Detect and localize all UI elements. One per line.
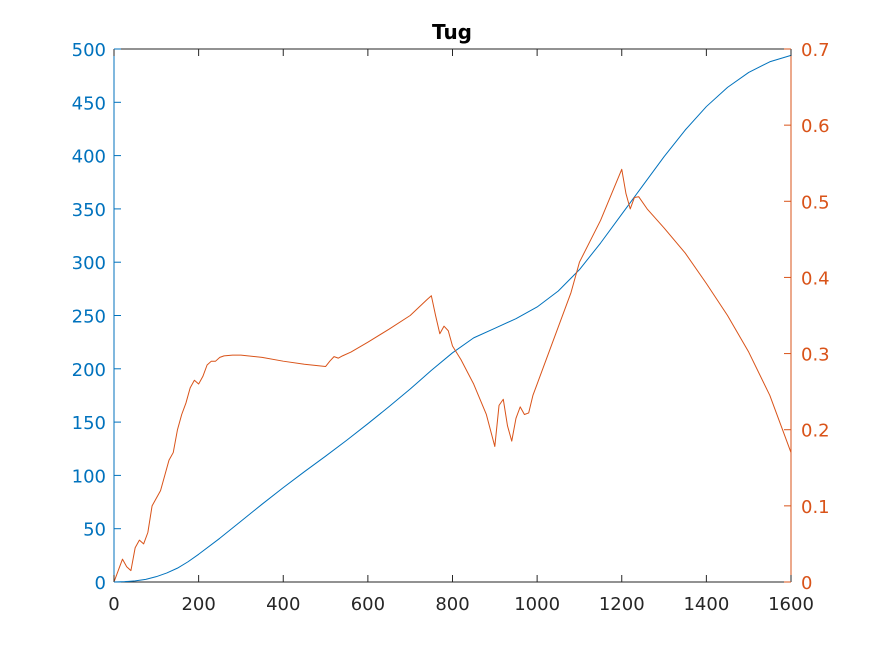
right-y-axis: 0 0.1 0.2 0.3 0.4 0.5 0.6 0.7 xyxy=(784,40,830,594)
right-y-tick-label: 0.6 xyxy=(801,116,830,137)
right-y-tick-label: 0 xyxy=(801,573,812,594)
x-tick-label: 600 xyxy=(351,594,385,615)
right-y-tick-label: 0.4 xyxy=(801,268,830,289)
left-y-tick-label: 450 xyxy=(72,93,106,114)
x-tick-label: 1400 xyxy=(683,594,729,615)
right-y-tick-label: 0.7 xyxy=(801,40,830,61)
left-y-axis: 0 50 100 150 200 250 300 350 400 450 500 xyxy=(72,40,121,594)
right-y-tick-label: 0.5 xyxy=(801,192,830,213)
left-y-tick-label: 50 xyxy=(83,520,106,541)
left-y-tick-label: 100 xyxy=(72,466,106,487)
left-y-tick-label: 150 xyxy=(72,413,106,434)
x-tick-label: 400 xyxy=(266,594,300,615)
right-y-tick-label: 0.3 xyxy=(801,345,830,366)
x-tick-label: 200 xyxy=(181,594,215,615)
x-tick-label: 1600 xyxy=(768,594,814,615)
series-line-right xyxy=(113,168,792,583)
plot-area xyxy=(113,48,792,583)
left-y-tick-label: 250 xyxy=(72,307,106,328)
x-tick-label: 1200 xyxy=(599,594,645,615)
chart-title: Tug xyxy=(432,20,472,44)
x-tick-label: 1000 xyxy=(514,594,560,615)
x-tick-label: 0 xyxy=(108,594,119,615)
left-y-tick-label: 0 xyxy=(95,573,106,594)
right-y-tick-label: 0.1 xyxy=(801,497,830,518)
right-y-tick-label: 0.2 xyxy=(801,421,830,442)
x-tick-label: 800 xyxy=(435,594,469,615)
left-y-tick-label: 350 xyxy=(72,200,106,221)
left-y-tick-label: 500 xyxy=(72,40,106,61)
left-y-tick-label: 400 xyxy=(72,147,106,168)
left-y-tick-label: 200 xyxy=(72,360,106,381)
series-line-left xyxy=(113,54,792,583)
x-axis: 0 200 400 600 800 1000 1200 1400 1600 xyxy=(108,49,814,615)
series-layer xyxy=(113,54,792,583)
left-y-tick-label: 300 xyxy=(72,253,106,274)
